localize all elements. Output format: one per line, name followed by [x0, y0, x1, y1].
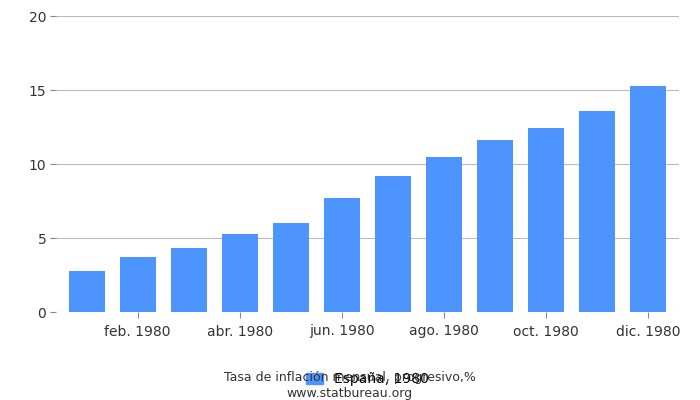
- Bar: [580, 111, 615, 312]
- Bar: [426, 157, 462, 312]
- Bar: [222, 234, 258, 312]
- Bar: [631, 86, 666, 312]
- Bar: [477, 140, 513, 312]
- Bar: [273, 223, 309, 312]
- Bar: [171, 248, 206, 312]
- Text: Tasa de inflación mensual, progresivo,%: Tasa de inflación mensual, progresivo,%: [224, 372, 476, 384]
- Bar: [69, 270, 104, 312]
- Bar: [528, 128, 564, 312]
- Legend: España, 1980: España, 1980: [306, 372, 429, 386]
- Text: www.statbureau.org: www.statbureau.org: [287, 388, 413, 400]
- Bar: [120, 257, 155, 312]
- Bar: [324, 198, 360, 312]
- Bar: [375, 176, 411, 312]
